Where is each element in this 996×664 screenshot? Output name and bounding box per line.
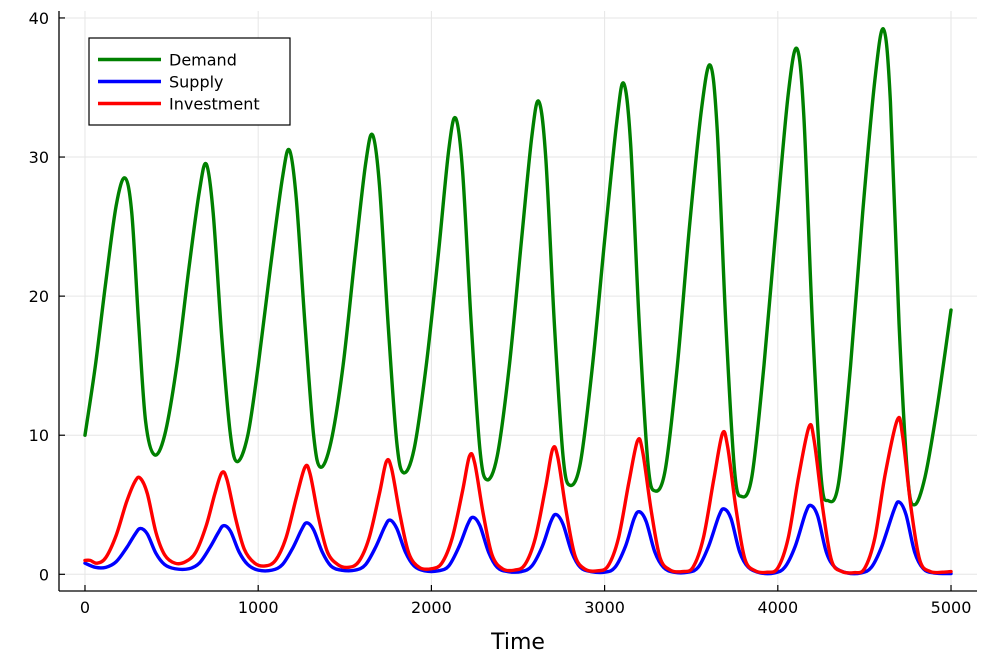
legend-label-investment: Investment <box>169 95 260 114</box>
y-tick-label: 10 <box>29 426 49 445</box>
series-lines <box>83 27 953 576</box>
x-tick-label: 1000 <box>238 598 279 617</box>
x-axis-title: Time <box>490 630 545 655</box>
x-tick-label: 5000 <box>931 598 972 617</box>
y-tick-label: 30 <box>29 148 49 167</box>
legend: Demand Supply Investment <box>88 37 291 126</box>
y-tick-label: 40 <box>29 9 49 28</box>
x-tick-label: 2000 <box>411 598 452 617</box>
y-tick-label: 20 <box>29 287 49 306</box>
legend-label-supply: Supply <box>169 73 224 92</box>
x-tick-label: 4000 <box>757 598 798 617</box>
tick-labels: 0 1000 2000 3000 4000 5000 0 10 20 30 40 <box>29 9 972 617</box>
x-tick-label: 3000 <box>584 598 625 617</box>
y-tick-label: 0 <box>39 565 49 584</box>
series-line-supply <box>83 500 953 576</box>
axes <box>58 11 977 592</box>
series-line-demand <box>83 27 953 507</box>
series-line-investment <box>83 415 953 575</box>
grid-lines <box>59 11 977 591</box>
legend-label-demand: Demand <box>169 51 237 70</box>
x-tick-label: 0 <box>80 598 90 617</box>
